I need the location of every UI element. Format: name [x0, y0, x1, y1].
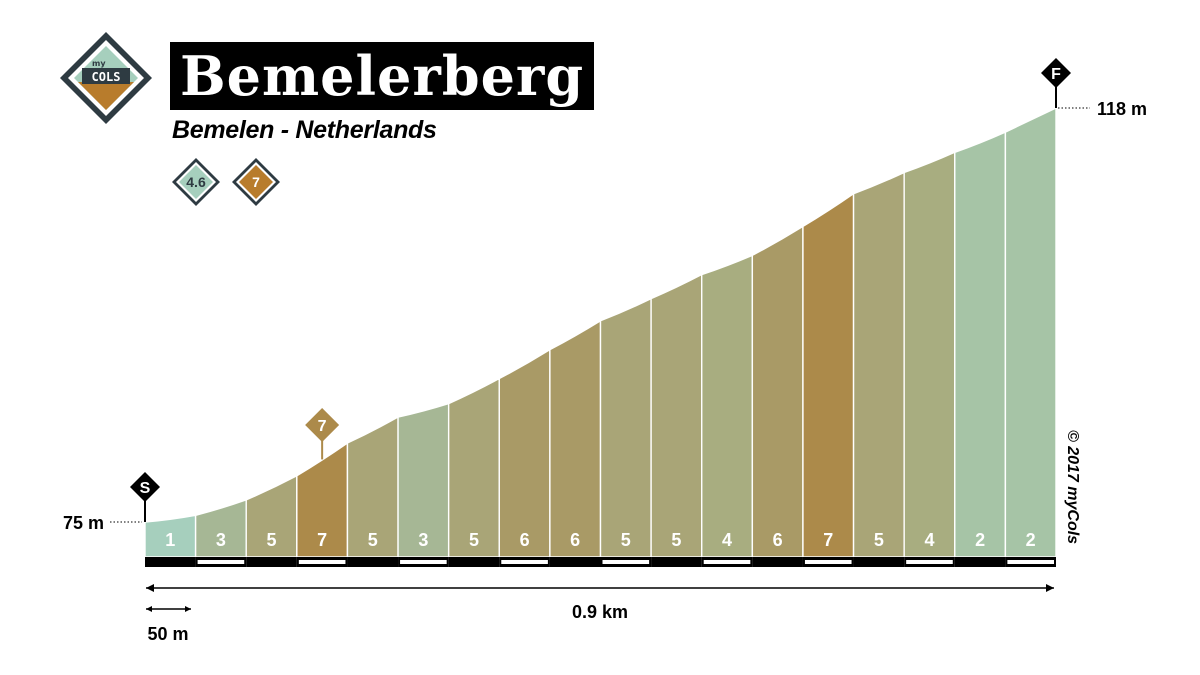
avg-grade-badge: 4.6 [172, 158, 220, 206]
max-grade-badge: 7 [232, 158, 280, 206]
scale-bar-segment [853, 557, 905, 567]
segment-grade-label: 6 [520, 530, 530, 550]
segment-grade-label: 5 [874, 530, 884, 550]
profile-segment [1004, 106, 1057, 558]
segment-grade-label: 6 [773, 530, 783, 550]
scale-bar-segment [752, 557, 803, 567]
scale-label: 50 m [147, 624, 188, 644]
profile-segment [599, 297, 652, 558]
start-marker-text: S [140, 480, 151, 497]
profile-segment [549, 319, 602, 558]
scale-bar-segment [246, 557, 297, 567]
distance-scale-bar [145, 557, 1056, 567]
page-title: Bemelerberg [180, 44, 585, 108]
scale-bar-segment [347, 557, 399, 567]
finish-marker: F [1041, 58, 1071, 108]
start-marker: S [130, 472, 160, 522]
grade-labels: 1 3 5 7 5 3 5 6 6 5 5 4 6 7 5 4 2 2 [165, 530, 1035, 550]
scale-bar-gap [804, 560, 852, 564]
segment-grade-label: 7 [823, 530, 833, 550]
segment-grade-label: 7 [317, 530, 327, 550]
profile-segment [751, 225, 804, 558]
segment-grade-label: 5 [267, 530, 277, 550]
scale-bar-gap [298, 560, 346, 564]
segment-grade-label: 5 [368, 530, 378, 550]
scale-bar-segment [954, 557, 1006, 567]
scale-bar-segment [651, 557, 702, 567]
segment-grade-label: 1 [165, 530, 175, 550]
profile-segment [802, 192, 855, 558]
subtitle: Bemelen - Netherlands [172, 116, 437, 144]
max-grade-marker: 7 [305, 408, 340, 460]
finish-marker-text: F [1051, 66, 1061, 83]
profile-segment [852, 171, 905, 558]
copyright-text: © 2017 myCols [1064, 430, 1081, 544]
profile-segment [903, 151, 956, 558]
start-elevation-label: 75 m [63, 513, 104, 533]
max-grade-marker-text: 7 [318, 418, 327, 435]
profile-segment [954, 130, 1007, 558]
segment-grade-label: 6 [570, 530, 580, 550]
max-grade-text: 7 [252, 174, 260, 190]
segment-grade-label: 5 [621, 530, 631, 550]
segment-grade-label: 5 [469, 530, 479, 550]
segment-grade-label: 2 [975, 530, 985, 550]
scale-bar-gap [602, 560, 650, 564]
profile-segment [650, 273, 703, 558]
total-distance-arrow [146, 584, 1054, 592]
scale-bar-gap [400, 560, 447, 564]
scale-bar-gap [703, 560, 751, 564]
mycols-logo: my COLS [60, 32, 152, 124]
scale-bar-segment [549, 557, 601, 567]
profile-segment [701, 254, 754, 558]
segment-grade-label: 4 [924, 530, 934, 550]
scale-bar-gap [501, 560, 548, 564]
grade-badges: 4.6 7 [172, 158, 280, 206]
scale-arrow [146, 606, 191, 612]
segment-grade-label: 3 [216, 530, 226, 550]
avg-grade-text: 4.6 [186, 174, 206, 190]
finish-elevation-label: 118 m [1097, 99, 1147, 119]
scale-bar-gap [1007, 560, 1054, 564]
scale-bar-segment [145, 557, 196, 567]
profile-segments [144, 106, 1057, 558]
scale-bar-gap [906, 560, 953, 564]
segment-grade-label: 4 [722, 530, 732, 550]
logo-banner [82, 68, 130, 84]
segment-grade-label: 2 [1026, 530, 1036, 550]
scale-bar-gap [197, 560, 245, 564]
logo-text-cols: COLS [92, 70, 121, 84]
segment-grade-label: 5 [671, 530, 681, 550]
logo-text-my: my [92, 59, 106, 68]
segment-grade-label: 3 [418, 530, 428, 550]
total-distance-label: 0.9 km [572, 602, 628, 622]
scale-bar-segment [448, 557, 500, 567]
title-box: Bemelerberg [170, 42, 595, 110]
profile-segment [498, 348, 551, 558]
